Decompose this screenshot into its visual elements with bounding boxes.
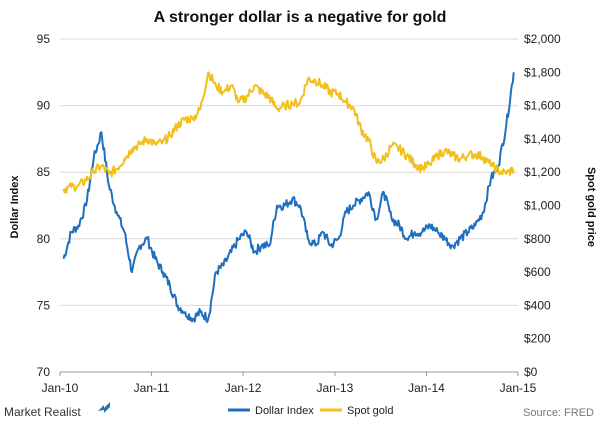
right-tick-label: $400: [524, 298, 551, 312]
right-tick-label: $2,000: [524, 32, 561, 46]
x-tick-label: Jan-14: [408, 381, 445, 395]
series-group: [62, 71, 515, 323]
right-tick-label: $800: [524, 232, 551, 246]
right-tick-label: $1,200: [524, 165, 561, 179]
right-tick-label: $200: [524, 332, 551, 346]
left-axis-label: Dollar Index: [9, 175, 21, 239]
right-tick-label: $0: [524, 365, 538, 379]
logo-text: Market Realist: [4, 405, 81, 419]
x-tick-label: Jan-11: [134, 381, 170, 395]
left-tick-label: 75: [37, 298, 51, 312]
grid: [60, 38, 518, 373]
left-axis-ticks: 70 75 80 85 90 95: [37, 32, 51, 379]
chart-title: A stronger dollar is a negative for gold: [154, 9, 447, 26]
market-realist-logo: Market Realist: [4, 402, 110, 419]
x-tick-label: Jan-10: [42, 381, 79, 395]
right-tick-label: $1,000: [524, 199, 561, 213]
x-tick-label: Jan-15: [500, 381, 537, 395]
source-note: Source: FRED: [523, 407, 594, 419]
left-tick-label: 70: [37, 365, 51, 379]
x-axis-ticks: Jan-10 Jan-11 Jan-12 Jan-13 Jan-14 Jan-15: [42, 371, 537, 395]
right-tick-label: $1,400: [524, 132, 561, 146]
left-tick-label: 85: [37, 165, 51, 179]
legend-label-dollar-index: Dollar Index: [255, 405, 314, 417]
series-line-spot-gold: [62, 71, 515, 194]
x-tick-label: Jan-13: [317, 381, 354, 395]
right-tick-label: $600: [524, 265, 551, 279]
legend: Dollar Index Spot gold: [228, 405, 393, 417]
legend-label-spot-gold: Spot gold: [347, 405, 393, 417]
x-tick-label: Jan-12: [225, 381, 262, 395]
right-axis-ticks: $0 $200 $400 $600 $800 $1,000 $1,200 $1,400 $1,6…: [524, 32, 561, 379]
logo-arrow-icon: [98, 402, 110, 413]
left-tick-label: 95: [37, 32, 51, 46]
right-tick-label: $1,600: [524, 99, 561, 113]
left-tick-label: 80: [37, 232, 51, 246]
left-tick-label: 90: [37, 99, 51, 113]
right-tick-label: $1,800: [524, 65, 561, 79]
series-line-dollar-index: [62, 72, 515, 323]
right-axis-label: Spot gold price: [585, 167, 597, 247]
